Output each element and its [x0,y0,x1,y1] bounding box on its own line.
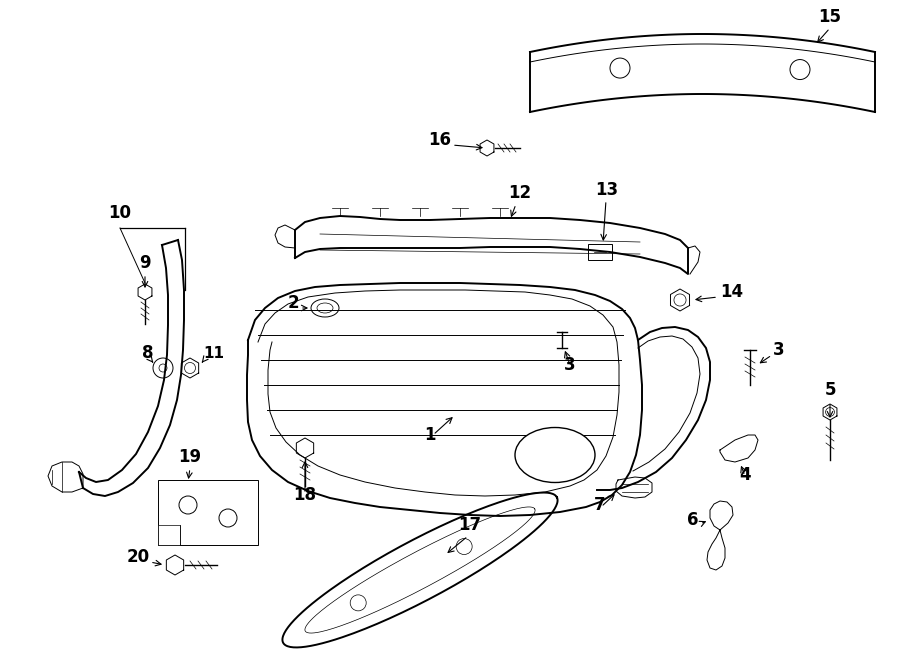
Text: 11: 11 [203,346,224,361]
Ellipse shape [317,303,333,313]
Text: 16: 16 [428,131,452,149]
Text: 18: 18 [293,486,317,504]
Text: 1: 1 [424,426,436,444]
Bar [158,480,258,545]
Text: 13: 13 [596,181,618,199]
Text: 6: 6 [688,511,698,529]
Ellipse shape [515,428,595,483]
Text: 5: 5 [824,381,836,399]
Text: 7: 7 [594,496,606,514]
Text: 15: 15 [818,8,842,26]
Ellipse shape [311,299,339,317]
Text: 8: 8 [142,344,154,362]
Bar [588,244,612,260]
Text: 19: 19 [178,448,202,466]
Text: 3: 3 [564,356,576,374]
Text: 20: 20 [126,548,149,566]
Bar [158,525,180,545]
Text: 9: 9 [140,254,151,272]
Text: 14: 14 [720,283,743,301]
Text: 10: 10 [109,204,131,222]
Text: 4: 4 [739,466,751,484]
Text: 2: 2 [287,294,299,312]
Text: 12: 12 [508,184,532,202]
Text: 3: 3 [773,341,785,359]
Text: 17: 17 [458,516,482,534]
